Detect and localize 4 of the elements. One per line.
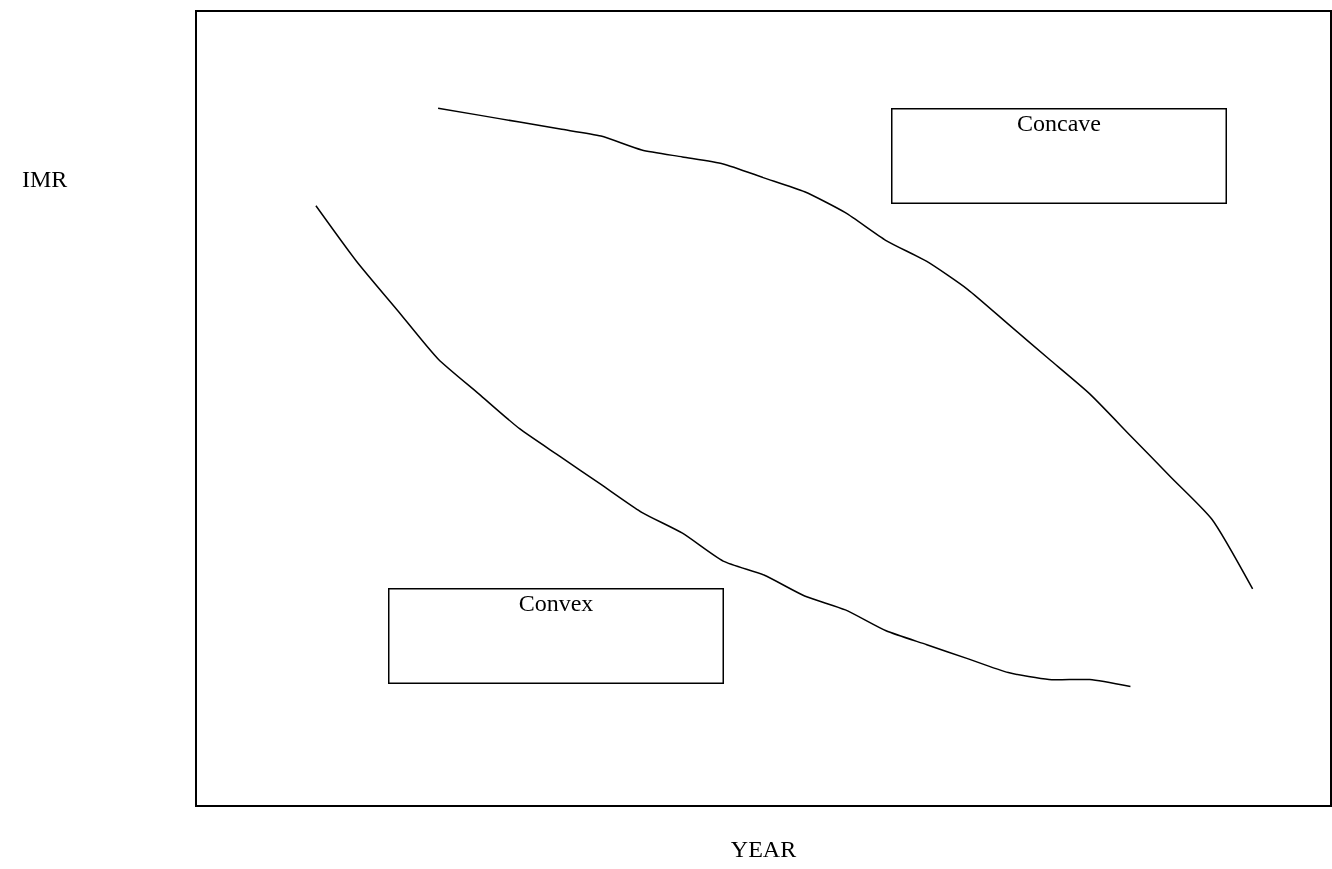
- annotation: Convex: [518, 589, 594, 616]
- annotation: Concave: [1017, 109, 1101, 136]
- text: IMR: [22, 166, 68, 192]
- x-axis-title: YEAR: [730, 836, 797, 863]
